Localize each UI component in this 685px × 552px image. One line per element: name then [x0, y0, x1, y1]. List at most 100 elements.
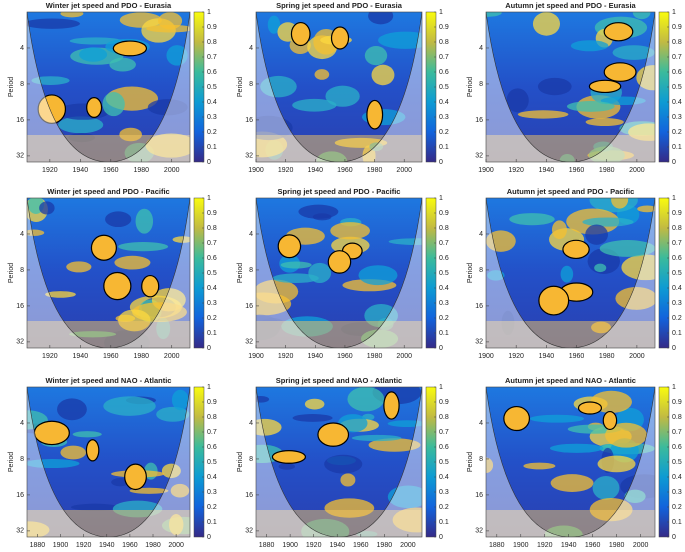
colorbar-tick-label: 0.2: [207, 504, 217, 511]
x-tick-label: 1960: [569, 167, 585, 174]
colorbar-tick-label: 0.3: [439, 114, 449, 121]
coherence-blob: [39, 201, 55, 215]
coherence-blob: [550, 474, 594, 492]
colorbar-tick-label: 0.5: [439, 459, 449, 466]
colorbar-tick-label: 0.8: [672, 39, 682, 46]
significant-region: [90, 234, 117, 261]
y-tick-label: 16: [245, 492, 253, 499]
y-axis-label: Period: [8, 452, 15, 472]
coherence-blob: [324, 454, 363, 474]
significant-region: [86, 96, 103, 118]
colorbar-tick-label: 0.1: [672, 519, 682, 526]
low-band: [486, 135, 655, 162]
colorbar-tick-label: 0.6: [439, 69, 449, 76]
coherence-blob: [256, 418, 282, 436]
coherence-blob: [330, 222, 370, 240]
significant-region: [141, 274, 160, 298]
y-tick-label: 16: [245, 117, 253, 124]
y-tick-label: 16: [475, 117, 483, 124]
y-tick-label: 8: [479, 267, 483, 274]
coherence-blob: [278, 463, 295, 470]
colorbar-tick-label: 0.6: [672, 444, 682, 451]
colorbar-tick-label: 0.9: [207, 24, 217, 31]
coherence-blob: [387, 420, 422, 427]
significant-region: [562, 239, 590, 260]
y-tick-label: 4: [249, 231, 253, 238]
x-tick-label: 2000: [400, 542, 416, 549]
colorbar-tick-label: 0: [439, 159, 443, 166]
y-tick-label: 16: [16, 117, 24, 124]
x-tick-label: 1960: [103, 353, 119, 360]
y-tick-label: 16: [16, 303, 24, 310]
coherence-blob: [260, 75, 297, 98]
y-tick-label: 4: [20, 420, 24, 427]
x-tick-label: 1980: [377, 542, 393, 549]
y-tick-label: 32: [16, 528, 24, 535]
cone-outline: [256, 198, 422, 348]
x-tick-label: 1900: [513, 542, 529, 549]
colorbar-tick-label: 0.4: [207, 474, 217, 481]
y-tick-label: 8: [20, 267, 24, 274]
y-tick-label: 4: [20, 231, 24, 238]
coherence-blob: [624, 489, 646, 504]
coherence-blob: [506, 88, 529, 113]
colorbar-tick-label: 0.6: [207, 255, 217, 262]
colorbar-tick-label: 0.2: [207, 129, 217, 136]
y-axis-label: Period: [467, 263, 474, 283]
significant-region: [85, 439, 100, 462]
x-tick-label: 1960: [353, 542, 369, 549]
y-axis-label: Period: [237, 263, 244, 283]
coherence-blob: [560, 265, 574, 283]
x-tick-label: 1940: [539, 167, 555, 174]
plot-area: [486, 12, 655, 162]
colorbar-tick-label: 0.5: [207, 459, 217, 466]
x-tick-label: 1880: [489, 542, 505, 549]
colorbar-tick-label: 0.5: [672, 84, 682, 91]
coherence-blob: [612, 45, 655, 60]
colorbar-tick-label: 0.4: [672, 99, 682, 106]
colorbar-tick-label: 0.8: [439, 225, 449, 232]
y-tick-label: 16: [475, 492, 483, 499]
cone-outline: [27, 12, 190, 162]
chart-title: Spring jet speed and PDO - Eurasia: [276, 1, 403, 10]
colorbar-tick-label: 1: [207, 384, 211, 391]
plot-frame: [485, 11, 656, 163]
plot-frame: [26, 197, 191, 349]
colorbar-tick-label: 0: [672, 534, 676, 541]
coherence-blob: [72, 431, 102, 438]
coherence-blob: [549, 443, 604, 453]
colorbar-tick-label: 0.8: [439, 39, 449, 46]
colorbar-tick-label: 0.9: [439, 399, 449, 406]
coherence-blob: [605, 422, 648, 448]
chart-title: Winter jet speed and PDO - Pacific: [47, 187, 169, 196]
colorbar-tick-label: 0.4: [439, 99, 449, 106]
colorbar-tick-label: 0.3: [672, 489, 682, 496]
colorbar-tick-label: 0.3: [439, 489, 449, 496]
y-tick-label: 8: [20, 81, 24, 88]
x-tick-label: 1900: [53, 542, 69, 549]
coherence-blob: [135, 208, 154, 234]
plot-frame: [485, 386, 656, 538]
colorbar-tick-label: 0.1: [672, 144, 682, 151]
colorbar-tick-label: 0: [672, 159, 676, 166]
colorbar-tick-label: 1: [439, 195, 443, 202]
x-tick-label: 1900: [282, 542, 298, 549]
chart-title: Autumn jet speed and PDO - Pacific: [507, 187, 635, 196]
colorbar-tick-label: 0.5: [207, 270, 217, 277]
plot-area: [27, 198, 190, 348]
colorbar-tick-label: 0.4: [439, 474, 449, 481]
chart-title: Autumn jet speed and NAO - Atlantic: [505, 376, 636, 385]
coherence-blob: [611, 198, 629, 209]
plot-area: [256, 198, 422, 348]
x-tick-label: 1900: [248, 167, 264, 174]
colorbar-tick-label: 0.5: [672, 459, 682, 466]
y-axis-label: Period: [8, 263, 15, 283]
colorbar-tick-label: 0.8: [207, 39, 217, 46]
significant-region: [366, 99, 384, 130]
coherence-blob: [60, 12, 84, 18]
y-axis-label: Period: [467, 452, 474, 472]
y-tick-label: 8: [249, 267, 253, 274]
cone-of-influence: [486, 12, 655, 162]
coherence-blob: [146, 24, 190, 33]
coherence-blob: [280, 261, 312, 269]
